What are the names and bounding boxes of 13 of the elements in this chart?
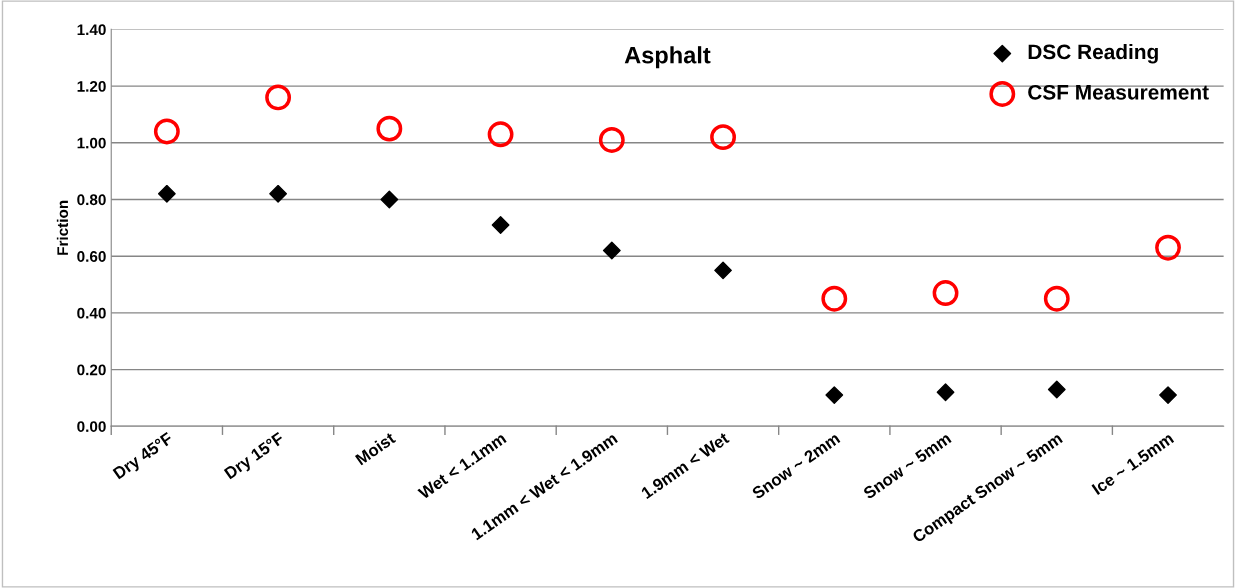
y-tick-label: 0.80 [77,194,106,206]
y-tick-label: 0.60 [77,251,106,262]
x-tick-label: Dry 45°F [112,431,176,483]
y-tick-label: 0.00 [77,421,106,432]
legend-label: DSC Reading [1028,43,1158,64]
y-tick-label: 0.40 [77,307,106,319]
y-tick-label: 1.40 [77,24,106,36]
text: Asphalt [624,46,711,69]
y-tick-label: 0.20 [77,364,106,376]
legend-label: CSF Measurement [1028,84,1209,100]
y-tick-label: 1.20 [77,80,106,92]
y-axis-title: Friction [56,200,69,255]
y-tick-label: 1.00 [77,137,106,149]
